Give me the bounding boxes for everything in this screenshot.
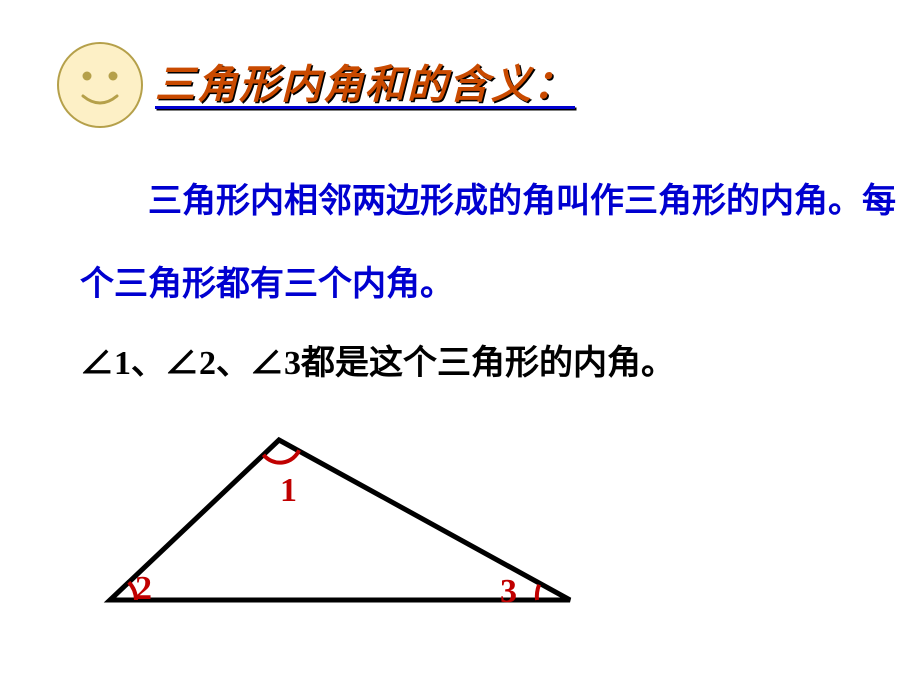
definition-text: 三角形内相邻两边形成的角叫作三角形的内角。每个三角形都有三个内角。: [80, 160, 900, 327]
angle-label-2: 2: [135, 570, 152, 608]
slide-title: 三角形内角和的含义：: [155, 52, 575, 110]
slide-title-text: 三角形内角和的含义：: [155, 62, 575, 107]
angle-label-1: 1: [280, 472, 297, 510]
triangle-diagram: 1 2 3: [80, 420, 640, 650]
angle-listing-text: ∠1、∠2、∠3都是这个三角形的内角。: [80, 335, 880, 384]
angle-label-3: 3: [500, 573, 517, 611]
smiley-icon: [55, 40, 145, 135]
